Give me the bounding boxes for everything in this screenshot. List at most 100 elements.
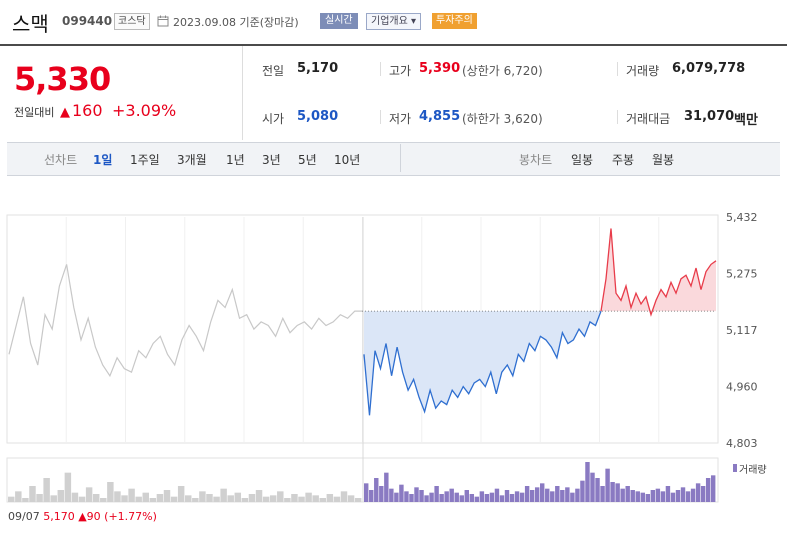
tab-5year[interactable]: 5년 bbox=[298, 153, 317, 167]
up-area-fill bbox=[601, 228, 716, 315]
tab-10year[interactable]: 10년 bbox=[334, 153, 361, 167]
volume-bar bbox=[474, 496, 480, 502]
volume-bar bbox=[213, 496, 220, 502]
volume-bar bbox=[620, 488, 625, 502]
volume-bar bbox=[439, 494, 444, 502]
volume-bar bbox=[379, 486, 384, 502]
tab-1year[interactable]: 1년 bbox=[226, 153, 245, 167]
volume-legend-label: 거래량 bbox=[739, 465, 767, 476]
volume-bar bbox=[121, 495, 128, 502]
prev-info-up-icon: ▲ bbox=[78, 510, 87, 523]
volume-bar bbox=[429, 492, 434, 502]
divider bbox=[380, 110, 381, 124]
volume-bar bbox=[333, 496, 341, 502]
volume-bar bbox=[444, 491, 449, 502]
volume-bar bbox=[170, 496, 178, 502]
volume-bar bbox=[414, 487, 419, 502]
date-text: 2023.09.08 기준(장마감) bbox=[173, 16, 299, 29]
prev-close-label: 전일 bbox=[262, 64, 285, 78]
volume-bar bbox=[384, 472, 389, 502]
stock-code: 099440 bbox=[62, 14, 113, 28]
volume-bar bbox=[580, 480, 585, 502]
tab-daily-candle[interactable]: 일봉 bbox=[571, 153, 594, 167]
company-overview-dropdown[interactable]: 기업개요 ▾ bbox=[366, 13, 421, 30]
market-badge: 코스닥 bbox=[114, 13, 150, 30]
chart-tab-bar bbox=[7, 142, 780, 176]
tab-weekly-candle[interactable]: 주봉 bbox=[612, 153, 635, 167]
volume-bar bbox=[600, 486, 605, 502]
volume-bar bbox=[29, 486, 36, 502]
y-tick-label: 4,960 bbox=[726, 381, 758, 394]
volume-bar bbox=[509, 494, 515, 502]
volume-bar bbox=[565, 487, 570, 502]
chart-lines bbox=[8, 228, 717, 416]
candle-chart-label: 봉차트 bbox=[519, 153, 553, 167]
divider bbox=[617, 110, 618, 124]
volume-bar bbox=[670, 492, 676, 502]
volume-bar bbox=[107, 482, 114, 502]
volume-bar bbox=[529, 490, 535, 502]
volume-bar bbox=[484, 494, 490, 502]
volume-bar bbox=[655, 488, 661, 502]
volume-bars bbox=[8, 462, 716, 502]
tab-1day[interactable]: 1일 bbox=[93, 153, 113, 167]
volume-bar bbox=[635, 491, 640, 502]
change-percent: +3.09% bbox=[112, 101, 177, 120]
upper-limit: (상한가 6,720) bbox=[462, 64, 543, 78]
tab-3year[interactable]: 3년 bbox=[262, 153, 281, 167]
y-tick-label: 5,432 bbox=[726, 211, 758, 224]
volume-bar bbox=[685, 491, 691, 502]
realtime-button[interactable]: 실시간 bbox=[320, 13, 358, 29]
volume-label: 거래량 bbox=[626, 64, 660, 78]
volume-bar bbox=[326, 494, 334, 502]
volume-legend-swatch bbox=[733, 464, 737, 472]
price-box bbox=[0, 46, 243, 140]
volume-bar bbox=[43, 478, 50, 502]
volume-bar bbox=[469, 494, 475, 502]
volume-bar bbox=[78, 496, 86, 502]
change-amount: 160 bbox=[72, 101, 103, 120]
volume-bar bbox=[570, 492, 575, 502]
volume-bar bbox=[374, 478, 379, 502]
volume-bar bbox=[199, 491, 206, 502]
volume-bar bbox=[419, 490, 424, 502]
amount-unit: 백만 bbox=[734, 113, 758, 128]
volume-bar bbox=[534, 487, 540, 502]
volume-bar bbox=[585, 462, 590, 502]
volume-bar bbox=[499, 495, 505, 502]
volume-bar bbox=[255, 490, 263, 502]
volume-bar bbox=[550, 491, 555, 502]
volume-bar bbox=[545, 488, 550, 502]
volume-bar bbox=[163, 490, 171, 502]
open-value: 5,080 bbox=[297, 109, 339, 124]
volume-bar bbox=[650, 490, 656, 502]
amount-value: 31,070 bbox=[684, 109, 735, 124]
prev-day-info: 09/07 5,170 ▲90 (+1.77%) bbox=[8, 510, 157, 523]
stock-name: 스맥 bbox=[12, 12, 49, 36]
volume-bar bbox=[700, 486, 706, 502]
volume-bar bbox=[269, 495, 277, 502]
volume-bar bbox=[560, 490, 565, 502]
low-value: 4,855 bbox=[419, 109, 461, 124]
volume-bar bbox=[479, 491, 485, 502]
tab-1week[interactable]: 1주일 bbox=[130, 153, 160, 167]
volume-bar bbox=[489, 492, 495, 502]
volume-bar bbox=[369, 490, 374, 502]
change-label: 전일대비 bbox=[14, 106, 55, 119]
volume-bar bbox=[206, 494, 213, 502]
volume-bar bbox=[22, 498, 29, 502]
y-tick-label: 4,803 bbox=[726, 437, 758, 450]
low-label: 저가 bbox=[389, 112, 412, 126]
volume-value: 6,079,778 bbox=[672, 61, 746, 76]
tab-3month[interactable]: 3개월 bbox=[177, 153, 207, 167]
current-price: 5,330 bbox=[14, 60, 111, 98]
volume-bar bbox=[540, 483, 545, 502]
volume-bar bbox=[277, 491, 284, 502]
volume-bar bbox=[695, 483, 701, 502]
tab-monthly-candle[interactable]: 월봉 bbox=[652, 153, 675, 167]
prev-info-change: 90 bbox=[86, 510, 101, 523]
volume-bar bbox=[459, 495, 464, 502]
volume-bar bbox=[660, 491, 666, 502]
volume-bar bbox=[248, 494, 256, 502]
investment-warning-badge: 투자주의 bbox=[432, 13, 477, 29]
